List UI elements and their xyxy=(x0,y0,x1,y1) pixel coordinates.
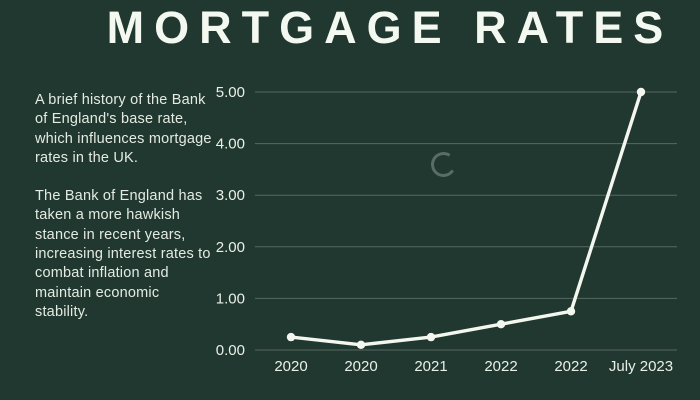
x-tick-label: 2020 xyxy=(344,358,377,375)
data-point-marker xyxy=(636,87,646,97)
intro-paragraph-1: A brief history of the Bank of England's… xyxy=(35,92,212,166)
data-point-marker xyxy=(286,332,296,342)
x-tick-label: July 2023 xyxy=(609,358,673,375)
data-point-marker xyxy=(356,340,366,350)
y-tick-label: 5.00 xyxy=(216,84,245,101)
data-point-marker xyxy=(566,307,576,316)
x-tick-label: 2021 xyxy=(414,358,447,375)
data-point-marker xyxy=(496,320,506,329)
x-tick-label: 2020 xyxy=(274,358,307,375)
intro-text-block: A brief history of the Bank of England's… xyxy=(35,91,213,322)
y-tick-label: 2.00 xyxy=(216,239,245,256)
intro-paragraph-2: The Bank of England has taken a more haw… xyxy=(35,188,211,320)
y-tick-label: 1.00 xyxy=(216,290,245,307)
rate-line xyxy=(289,90,643,347)
x-tick-label: 2022 xyxy=(554,358,587,375)
y-tick-label: 3.00 xyxy=(216,187,245,204)
x-tick-label: 2022 xyxy=(484,358,517,375)
page-title: MORTGAGE RATES xyxy=(106,2,674,53)
data-point-marker xyxy=(426,332,436,342)
y-tick-label: 0.00 xyxy=(216,342,245,359)
y-tick-label: 4.00 xyxy=(216,136,245,153)
